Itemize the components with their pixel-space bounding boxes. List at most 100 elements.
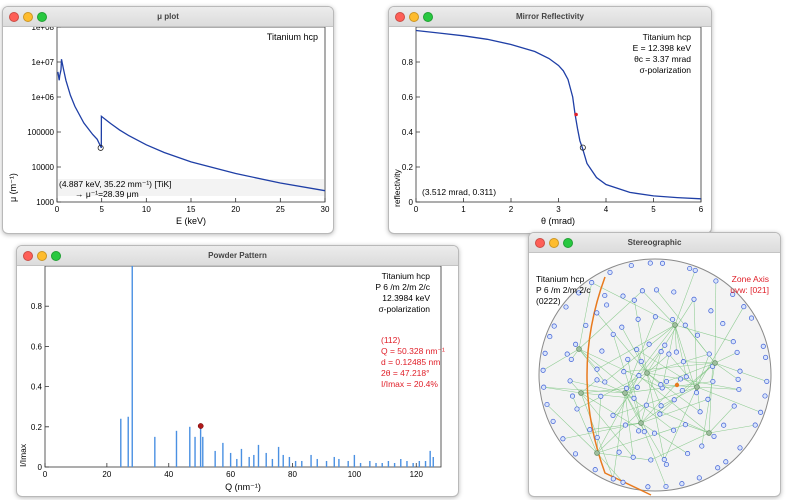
pole-spot[interactable] bbox=[594, 434, 600, 441]
pole-spot[interactable] bbox=[621, 369, 627, 375]
pole-spot[interactable] bbox=[550, 418, 556, 424]
pole-spot[interactable] bbox=[560, 436, 566, 442]
mirror-chart[interactable]: 0 0.2 0.4 0.6 0.8 0 1 2 3 4 5 6 Titanium hcp E = 1… bbox=[389, 26, 711, 233]
pole-spot[interactable] bbox=[547, 334, 553, 340]
pole-spot[interactable] bbox=[685, 451, 691, 457]
pole-spot[interactable] bbox=[631, 395, 637, 401]
pole-spot[interactable] bbox=[671, 397, 677, 403]
pole-spot[interactable] bbox=[602, 292, 608, 299]
pole-spot[interactable] bbox=[662, 342, 668, 348]
pole-spot[interactable] bbox=[735, 376, 741, 382]
pole-spot[interactable] bbox=[604, 302, 610, 308]
pole-spot[interactable] bbox=[713, 278, 719, 284]
zoom-window-icon[interactable] bbox=[423, 12, 433, 22]
pole-spot[interactable] bbox=[682, 422, 688, 428]
pole-spot[interactable] bbox=[610, 476, 616, 482]
pole-spot[interactable] bbox=[648, 457, 654, 463]
zone-hub-pole[interactable] bbox=[644, 370, 650, 376]
pole-spot[interactable] bbox=[679, 481, 685, 487]
pole-spot[interactable] bbox=[645, 484, 651, 490]
pole-spot[interactable] bbox=[622, 422, 628, 428]
mirror-reflectivity-window[interactable]: Mirror Reflectivity 0 0.2 0.4 0.6 0.8 0 1 2 3 4 5… bbox=[388, 6, 712, 234]
pole-spot[interactable] bbox=[762, 393, 768, 399]
pole-spot[interactable] bbox=[658, 382, 664, 388]
pole-spot[interactable] bbox=[634, 346, 640, 353]
pole-spot[interactable] bbox=[653, 287, 660, 293]
pole-spot[interactable] bbox=[741, 304, 747, 310]
pole-spot[interactable] bbox=[628, 262, 634, 269]
pole-spot[interactable] bbox=[594, 377, 600, 383]
pole-spot[interactable] bbox=[671, 427, 677, 433]
pole-spot[interactable] bbox=[752, 422, 758, 428]
pole-spot[interactable] bbox=[666, 351, 672, 357]
pole-spot[interactable] bbox=[638, 358, 644, 364]
pole-spot[interactable] bbox=[658, 403, 664, 409]
close-window-icon[interactable] bbox=[9, 12, 19, 22]
pole-spot[interactable] bbox=[630, 454, 636, 460]
pole-spot[interactable] bbox=[723, 459, 729, 465]
pole-spot[interactable] bbox=[652, 314, 658, 320]
pole-spot[interactable] bbox=[734, 349, 740, 355]
pole-spot[interactable] bbox=[625, 356, 631, 362]
pole-spot[interactable] bbox=[592, 467, 598, 473]
pole-spot[interactable] bbox=[748, 315, 755, 321]
pole-spot[interactable] bbox=[620, 293, 626, 299]
pole-spot[interactable] bbox=[683, 374, 689, 380]
pole-spot[interactable] bbox=[705, 396, 711, 402]
minimize-window-icon[interactable] bbox=[549, 238, 559, 248]
pole-spot[interactable] bbox=[631, 297, 637, 303]
pole-spot[interactable] bbox=[678, 376, 684, 382]
pole-spot[interactable] bbox=[693, 390, 700, 396]
pole-spot[interactable] bbox=[657, 411, 663, 417]
zone-hub-pole[interactable] bbox=[672, 322, 678, 328]
pole-spot[interactable] bbox=[673, 349, 679, 355]
zone-hub-pole[interactable] bbox=[622, 390, 628, 396]
pole-spot[interactable] bbox=[636, 428, 642, 434]
pole-spot[interactable] bbox=[730, 339, 736, 345]
pole-spot[interactable] bbox=[635, 316, 641, 322]
pole-spot[interactable] bbox=[540, 367, 546, 373]
pole-spot[interactable] bbox=[661, 457, 667, 463]
zone-hub-pole[interactable] bbox=[712, 360, 718, 366]
stereographic-window[interactable]: Stereographic Titanium hcp P 6 /m 2/m 2/… bbox=[528, 232, 781, 497]
pole-spot[interactable] bbox=[583, 322, 589, 328]
pole-spot[interactable] bbox=[641, 429, 647, 435]
pole-spot[interactable] bbox=[720, 321, 726, 327]
pole-spot[interactable] bbox=[567, 378, 573, 384]
close-window-icon[interactable] bbox=[395, 12, 405, 22]
pole-spot[interactable] bbox=[602, 379, 608, 385]
zone-hub-pole[interactable] bbox=[706, 430, 712, 436]
pole-spot[interactable] bbox=[731, 403, 737, 409]
pole-spot[interactable] bbox=[699, 443, 705, 449]
pole-spot[interactable] bbox=[687, 265, 693, 272]
pole-spot[interactable] bbox=[736, 386, 742, 393]
zone-hub-pole[interactable] bbox=[638, 420, 644, 426]
pole-spot[interactable] bbox=[607, 269, 613, 275]
pole-spot[interactable] bbox=[542, 350, 548, 356]
pole-spot[interactable] bbox=[659, 260, 666, 266]
selected-peak-marker[interactable] bbox=[197, 423, 204, 429]
pole-spot[interactable] bbox=[544, 401, 550, 408]
pole-spot[interactable] bbox=[568, 356, 574, 362]
pole-spot[interactable] bbox=[691, 296, 697, 302]
pole-spot[interactable] bbox=[651, 430, 658, 436]
powder-titlebar[interactable]: Powder Pattern bbox=[17, 246, 458, 266]
stereographic-projection[interactable]: Titanium hcp P 6 /m 2/m 2/c (0222) Zone … bbox=[529, 253, 780, 496]
zoom-window-icon[interactable] bbox=[37, 12, 47, 22]
pole-spot[interactable] bbox=[697, 409, 703, 415]
pole-spot[interactable] bbox=[541, 384, 547, 390]
pole-spot[interactable] bbox=[574, 406, 580, 412]
pole-spot[interactable] bbox=[598, 393, 604, 399]
close-window-icon[interactable] bbox=[535, 238, 545, 248]
pole-spot[interactable] bbox=[610, 412, 616, 418]
zoom-window-icon[interactable] bbox=[51, 251, 61, 261]
zoom-window-icon[interactable] bbox=[563, 238, 573, 248]
pole-spot[interactable] bbox=[682, 322, 688, 328]
zone-hub-pole[interactable] bbox=[576, 346, 582, 352]
pole-spot[interactable] bbox=[624, 385, 630, 391]
pole-spot[interactable] bbox=[569, 393, 576, 399]
close-window-icon[interactable] bbox=[23, 251, 33, 261]
pole-spot[interactable] bbox=[646, 341, 652, 347]
pole-spot[interactable] bbox=[764, 378, 770, 384]
pole-spot[interactable] bbox=[680, 359, 686, 365]
